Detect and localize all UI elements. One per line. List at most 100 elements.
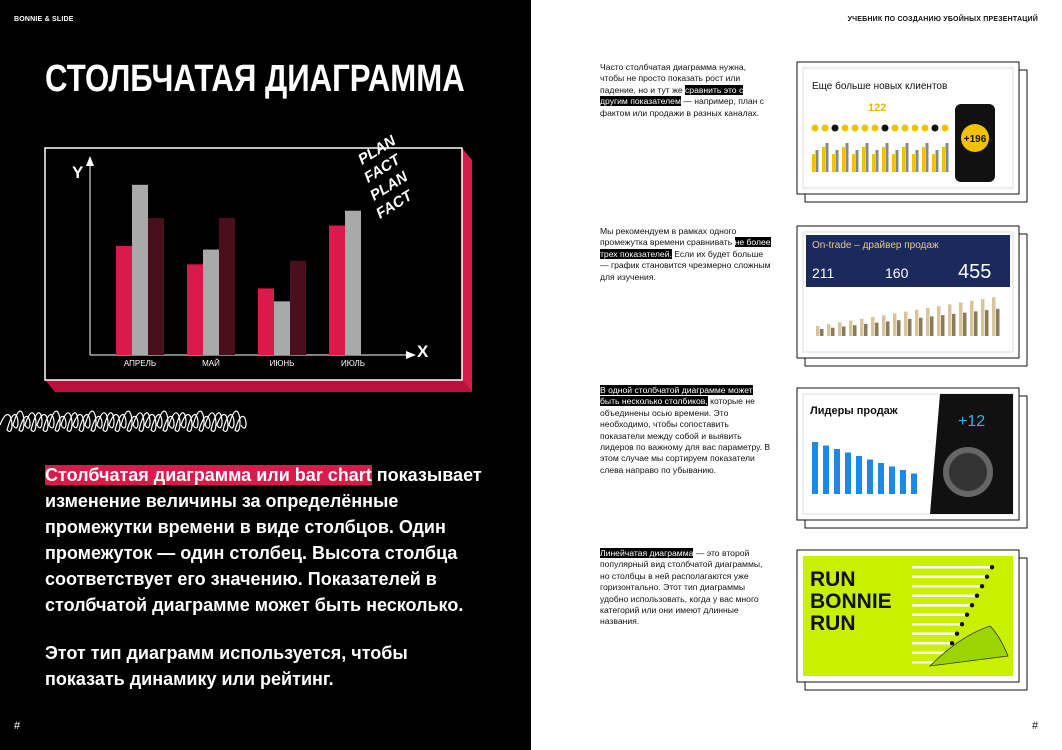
thumb-bar — [911, 473, 917, 494]
thumb-dot — [861, 124, 869, 132]
thumb-bar — [900, 470, 906, 494]
bar — [345, 210, 361, 355]
bar — [290, 260, 306, 355]
thumb-bar — [935, 150, 939, 172]
thumb-hbar — [912, 632, 957, 635]
thumb-bar — [912, 154, 915, 172]
text-run: Часто столбчатая диаграмма нужна, чтобы … — [600, 62, 746, 95]
thumb-bar — [959, 302, 963, 336]
thumb-bar — [860, 318, 864, 336]
bar — [258, 288, 274, 355]
box-side — [462, 148, 472, 392]
thumb-bar — [875, 150, 879, 172]
thumb-dot — [881, 124, 889, 132]
page-number: # — [1032, 720, 1039, 732]
thumb-bar — [886, 321, 890, 336]
thumb-bar — [820, 329, 824, 336]
thumb-bar — [845, 143, 849, 172]
x-tick-label: ИЮЛЬ — [341, 359, 365, 368]
bar — [132, 184, 148, 355]
thumb-bar — [904, 311, 908, 336]
thumb-bar — [875, 322, 879, 336]
thumb-bar — [919, 317, 923, 336]
bar — [219, 218, 235, 355]
thumb-bar — [889, 466, 895, 494]
thumb-bar — [864, 323, 868, 336]
thumb-title: Лидеры продаж — [810, 405, 898, 417]
scribble — [0, 410, 247, 433]
thumb-bar — [834, 449, 840, 494]
thumb-bar — [812, 154, 815, 172]
x-tick-label: МАЙ — [202, 359, 220, 368]
thumb-bar — [970, 300, 974, 336]
thumb-hbar — [912, 575, 987, 578]
thumb-bar — [855, 150, 859, 172]
thumb-hbar — [912, 594, 977, 597]
thumb-dot — [911, 124, 919, 132]
outro-paragraph: Этот тип диаграмм используется, чтобы по… — [45, 643, 408, 689]
text-block: Линейчатая диаграмма — это второй популя… — [600, 548, 772, 628]
thumb-bar — [882, 147, 885, 172]
thumb-bar — [892, 154, 895, 172]
thumb-title: Еще больше новых клиентов — [812, 80, 947, 92]
shoe — [928, 625, 1009, 667]
text-run: Мы рекомендуем в рамках одного промежутк… — [600, 226, 737, 248]
thumb-bar — [981, 299, 985, 336]
tire — [943, 447, 993, 497]
thumb-title: BONNIE — [810, 590, 892, 613]
thumb-bar — [871, 317, 875, 336]
bar — [148, 218, 164, 355]
thumb-figure: +196 — [964, 134, 987, 145]
text-run: Если их будет больше — график становится… — [600, 248, 771, 282]
thumb-bar — [831, 327, 835, 336]
arrow — [86, 156, 94, 166]
thumb-bar — [849, 320, 853, 336]
highlight: Столбчатая диаграмма или bar chart — [45, 465, 372, 485]
thumb-hbar — [912, 661, 942, 664]
thumb-bar — [992, 297, 996, 336]
thumb-hdot — [969, 603, 975, 608]
thumb-bar — [822, 147, 825, 172]
thumb-bar — [908, 318, 912, 336]
thumb-hdot — [984, 574, 990, 579]
thumb-dot — [891, 124, 899, 132]
thumb-hdot — [979, 584, 985, 589]
thumb-bar — [941, 315, 945, 336]
thumb-hbar — [912, 642, 952, 645]
x-tick-label: ИЮНЬ — [270, 359, 295, 368]
axis-label: Y — [72, 163, 84, 182]
header-right: УЧЕБНИК ПО СОЗДАНИЮ УБОЙНЫХ ПРЕЗЕНТАЦИЙ — [847, 16, 1038, 23]
thumb-title: On-trade – драйвер продаж — [812, 240, 939, 251]
thumb-hbar — [912, 604, 972, 607]
thumb-dot — [811, 124, 819, 132]
thumb-bar — [867, 459, 873, 494]
thumb-bar — [915, 150, 919, 172]
thumb-bar — [996, 308, 1000, 336]
thumb-bar — [852, 154, 855, 172]
thumb-bar — [856, 456, 862, 494]
thumb-bar — [915, 309, 919, 336]
thumb-bar — [932, 154, 935, 172]
text-block: В одной столбчатой диаграмме может быть … — [600, 385, 772, 476]
thumb-hbar — [912, 613, 967, 616]
bar — [187, 264, 203, 355]
arrow — [406, 351, 416, 359]
phone-badge — [961, 124, 989, 152]
header-left: BONNIE & SLIDE — [14, 16, 74, 23]
thumb-hbar — [912, 623, 962, 626]
thumb-bar — [952, 313, 956, 336]
thumb-bar — [925, 143, 929, 172]
thumb-bar — [974, 311, 978, 336]
thumb-bar — [893, 313, 897, 336]
thumb-bar — [885, 143, 889, 172]
bar — [329, 225, 345, 355]
thumb-bar — [812, 442, 818, 494]
bar — [116, 245, 132, 355]
thumb-bar — [825, 143, 829, 172]
page-number: # — [14, 720, 21, 732]
thumb-bar — [838, 322, 842, 336]
text-block: Мы рекомендуем в рамках одного промежутк… — [600, 226, 772, 283]
thumb-hbar — [912, 566, 992, 569]
thumb-dot — [921, 124, 929, 132]
